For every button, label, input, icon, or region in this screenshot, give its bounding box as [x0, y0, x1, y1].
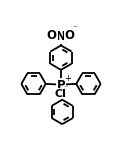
Text: ⁻: ⁻ — [63, 83, 68, 92]
Text: ⁻: ⁻ — [72, 24, 77, 33]
Text: O: O — [47, 29, 57, 42]
Text: P: P — [57, 79, 65, 92]
Text: N: N — [56, 30, 66, 43]
Text: +: + — [64, 74, 71, 83]
Text: O: O — [65, 29, 75, 42]
Text: Cl: Cl — [54, 89, 66, 99]
